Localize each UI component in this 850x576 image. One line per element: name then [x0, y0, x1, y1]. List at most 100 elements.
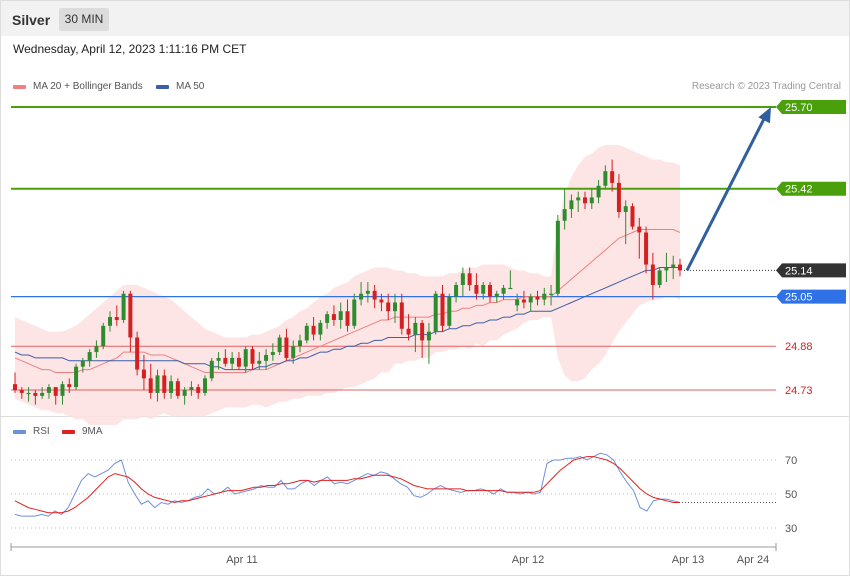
- candle-19: [141, 354, 146, 390]
- candle-body: [284, 337, 289, 358]
- candle-16: [121, 290, 126, 323]
- level-tag-25.14: [776, 263, 846, 278]
- top-bar: Silver 30 MIN: [1, 1, 849, 36]
- candle-8: [67, 378, 72, 393]
- candle-body: [583, 197, 587, 204]
- candle-58: [406, 314, 411, 341]
- ma50-swatch-icon: [156, 84, 169, 89]
- candle-body: [413, 322, 418, 335]
- candle-78: [542, 287, 547, 306]
- candle-body: [359, 293, 364, 300]
- candle-61: [426, 322, 431, 364]
- research-credit: Research © 2023 Trading Central: [691, 81, 841, 92]
- candle-59: [413, 317, 418, 353]
- candle-64: [447, 293, 452, 329]
- candle-89: [616, 174, 621, 218]
- candle-body: [426, 331, 431, 341]
- candle-body: [175, 381, 180, 396]
- candle-body: [542, 293, 547, 300]
- rsi-level-label-30: 30: [785, 523, 797, 535]
- candle-95: [657, 267, 662, 288]
- legend-ma50: MA 50: [156, 81, 204, 92]
- bollinger-band: [15, 144, 680, 425]
- candle-85: [589, 188, 594, 210]
- candle-body: [555, 220, 560, 294]
- candle-body: [291, 346, 296, 358]
- candle-body: [121, 293, 126, 320]
- candle-body: [420, 322, 425, 341]
- candle-body: [128, 293, 133, 338]
- candle-body: [352, 299, 357, 326]
- candle-body: [67, 384, 72, 388]
- candle-1: [19, 387, 24, 399]
- candle-body: [53, 387, 58, 396]
- candle-73: [508, 270, 513, 290]
- rsi-swatch-icon: [13, 429, 26, 434]
- candle-68: [474, 273, 479, 300]
- level-tag-label-25.14: 25.14: [785, 265, 813, 277]
- candle-body: [521, 299, 526, 303]
- instrument-name: Silver: [12, 12, 51, 28]
- candle-body: [630, 206, 635, 227]
- x-tick-label: Apr 12: [512, 554, 544, 566]
- candle-body: [26, 392, 31, 395]
- candle-7: [60, 381, 65, 405]
- candle-body: [474, 284, 479, 294]
- rsi-line: [14, 452, 681, 517]
- candle-body: [182, 390, 187, 396]
- candle-body: [325, 314, 330, 323]
- candle-92: [637, 217, 642, 259]
- bollinger-band-layer: [15, 144, 680, 425]
- legend-ma50-label: MA 50: [176, 81, 205, 92]
- candle-body: [535, 296, 540, 300]
- candle-body: [148, 378, 153, 393]
- level-tag-label-25.05: 25.05: [785, 292, 813, 304]
- candle-body: [501, 287, 506, 294]
- candle-body: [33, 392, 38, 396]
- candle-body: [365, 290, 370, 294]
- candle-39: [277, 334, 282, 355]
- candle-body: [399, 302, 404, 329]
- legend-rsi-label: RSI: [33, 426, 50, 437]
- candle-80: [555, 214, 560, 297]
- candle-48: [338, 302, 343, 329]
- candle-body: [406, 328, 411, 335]
- level-label-24.88: 24.88: [785, 341, 813, 353]
- candle-23: [169, 375, 174, 399]
- candle-6: [53, 387, 58, 405]
- candle-62: [433, 290, 438, 335]
- candle-body: [678, 264, 682, 271]
- candle-40: [284, 328, 289, 361]
- candle-30: [216, 352, 221, 370]
- candle-body: [277, 337, 282, 353]
- candle-98: [678, 258, 682, 277]
- candle-body: [576, 197, 581, 201]
- candle-32: [230, 352, 235, 370]
- candle-body: [508, 287, 513, 290]
- candle-body: [250, 349, 255, 364]
- candle-35: [250, 346, 255, 370]
- candle-36: [257, 352, 262, 370]
- candle-46: [325, 311, 330, 329]
- candle-96: [664, 252, 669, 283]
- candle-25: [182, 387, 187, 405]
- candle-body: [108, 317, 112, 326]
- timeframe-button[interactable]: 30 MIN: [59, 8, 109, 31]
- candle-13: [101, 322, 106, 350]
- ma20-swatch-icon: [13, 84, 26, 89]
- candle-63: [440, 284, 445, 332]
- candle-body: [94, 346, 99, 353]
- rsi-level-label-70: 70: [785, 455, 797, 467]
- candle-body: [230, 357, 235, 364]
- candle-body: [203, 378, 207, 393]
- candle-20: [148, 363, 153, 399]
- rsi-panel: 70 50 30: [11, 452, 797, 535]
- candle-body: [379, 299, 384, 303]
- candle-body: [304, 325, 309, 341]
- candle-body: [169, 381, 174, 393]
- candle-body: [60, 384, 65, 396]
- candle-51: [359, 282, 364, 306]
- candle-94: [650, 252, 655, 300]
- candle-79: [549, 284, 554, 306]
